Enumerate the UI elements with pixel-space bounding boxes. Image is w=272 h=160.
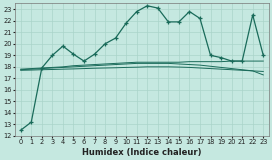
X-axis label: Humidex (Indice chaleur): Humidex (Indice chaleur) (82, 148, 202, 156)
